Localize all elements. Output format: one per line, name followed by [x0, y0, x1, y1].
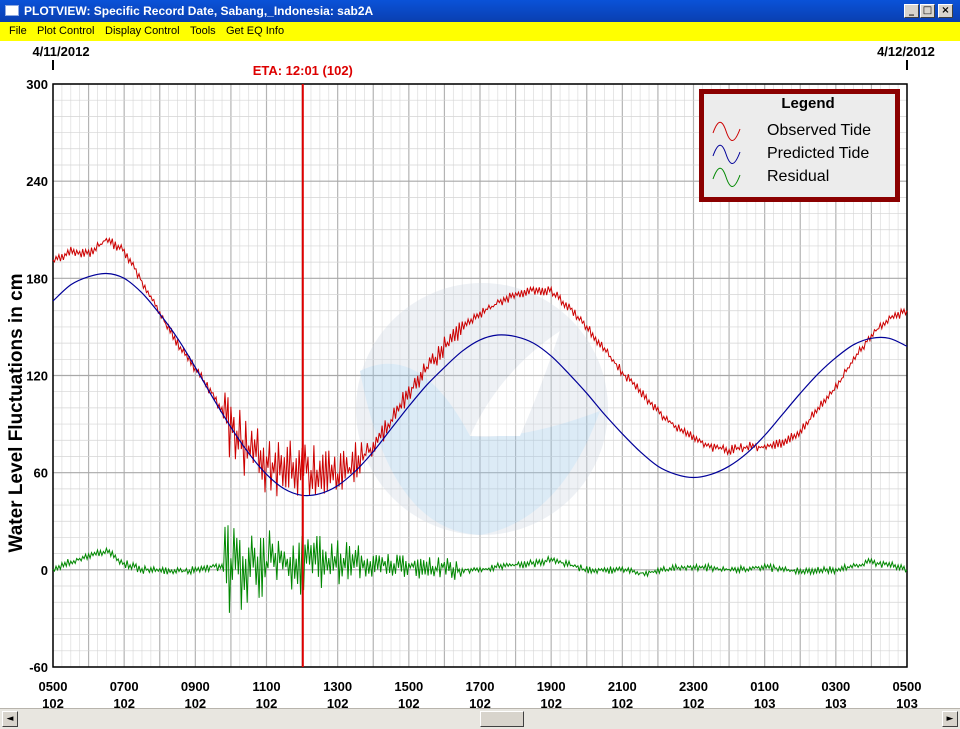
x-tick-day-label: 102 [540, 696, 562, 708]
close-button[interactable]: × [938, 4, 953, 18]
tide-chart: ETA: 12:01 (102) 300 240 180 120 60 0 -60 0500… [6, 44, 935, 711]
legend-entry-label: Residual [767, 168, 829, 185]
x-tick-day-label: 103 [896, 696, 918, 708]
x-tick-time-label: 1100 [252, 679, 280, 694]
y-axis-label: Water Level Fluctuations in cm [6, 273, 27, 552]
x-tick-day-label: 102 [398, 696, 420, 708]
eta-label: ETA: 12:01 (102) [253, 63, 353, 78]
legend-title: Legend [781, 95, 834, 112]
x-tick-day-label: 102 [184, 696, 206, 708]
y-tick-label: 0 [41, 563, 48, 578]
x-tick-time-label: 0300 [821, 679, 850, 694]
minimize-button[interactable]: _ [904, 4, 919, 18]
x-tick-time-label: 0500 [39, 679, 68, 694]
x-tick-time-label: 1500 [394, 679, 423, 694]
y-tick-label: 180 [26, 271, 48, 286]
x-tick-day-label: 102 [611, 696, 633, 708]
x-tick-day-label: 102 [256, 696, 278, 708]
legend-swatch [712, 167, 741, 187]
title-bar[interactable]: PLOTVIEW: Specific Record Date, Sabang,_… [0, 0, 960, 22]
menu-get-eq-info[interactable]: Get EQ Info [226, 25, 285, 37]
y-tick-label: -60 [29, 660, 48, 675]
x-tick-day-label: 103 [825, 696, 847, 708]
legend-swatch [712, 121, 741, 141]
menu-plot-control[interactable]: Plot Control [37, 25, 95, 37]
y-tick-label: 60 [34, 466, 48, 481]
horizontal-scrollbar[interactable]: ◄ ► [0, 708, 960, 729]
legend-entry-label: Observed Tide [767, 122, 871, 139]
scroll-right-button[interactable]: ► [942, 711, 958, 727]
series-line-residual [52, 525, 908, 613]
x-tick-day-label: 102 [469, 696, 491, 708]
scroll-thumb[interactable] [480, 711, 524, 727]
x-tick-time-label: 1900 [537, 679, 566, 694]
maximize-button[interactable]: □ [920, 4, 935, 18]
series-layer [52, 236, 908, 613]
app-icon [5, 5, 19, 16]
y-tick-label: 240 [26, 174, 48, 189]
date-label: 4/11/2012 [32, 44, 89, 59]
date-label: 4/12/2012 [877, 44, 935, 59]
legend: Legend Observed Tide Predicted Tide Residu… [699, 89, 900, 202]
plot-frame [52, 83, 908, 668]
window-title: PLOTVIEW: Specific Record Date, Sabang,_… [24, 4, 374, 18]
x-tick-day-label: 102 [327, 696, 349, 708]
x-tick-time-label: 1700 [466, 679, 495, 694]
menu-display-control[interactable]: Display Control [105, 25, 180, 37]
menu-bar: File Plot Control Display Control Tools … [0, 22, 960, 41]
y-tick-label: 120 [26, 369, 48, 384]
menu-file[interactable]: File [9, 25, 27, 37]
x-tick-time-label: 0900 [181, 679, 210, 694]
legend-background [704, 94, 895, 197]
x-tick-day-label: 103 [754, 696, 776, 708]
x-tick-day-label: 102 [683, 696, 705, 708]
series-line-predicted [52, 272, 908, 497]
y-tick-label: 300 [26, 77, 48, 92]
x-tick-time-label: 0700 [110, 679, 139, 694]
x-tick-day-label: 102 [113, 696, 135, 708]
x-tick-time-label: 0500 [893, 679, 922, 694]
legend-entry-label: Predicted Tide [767, 145, 869, 162]
x-tick-day-label: 102 [42, 696, 64, 708]
x-tick-time-label: 1300 [323, 679, 352, 694]
plot-area: ETA: 12:01 (102) 300 240 180 120 60 0 -60 0500… [0, 41, 960, 711]
chart-grid [52, 83, 908, 668]
menu-tools[interactable]: Tools [190, 25, 216, 37]
scroll-left-button[interactable]: ◄ [2, 711, 18, 727]
x-tick-time-label: 0100 [750, 679, 779, 694]
legend-swatch [712, 144, 741, 164]
noaa-logo-watermark [356, 283, 608, 535]
x-tick-time-label: 2100 [608, 679, 637, 694]
x-tick-time-label: 2300 [679, 679, 708, 694]
